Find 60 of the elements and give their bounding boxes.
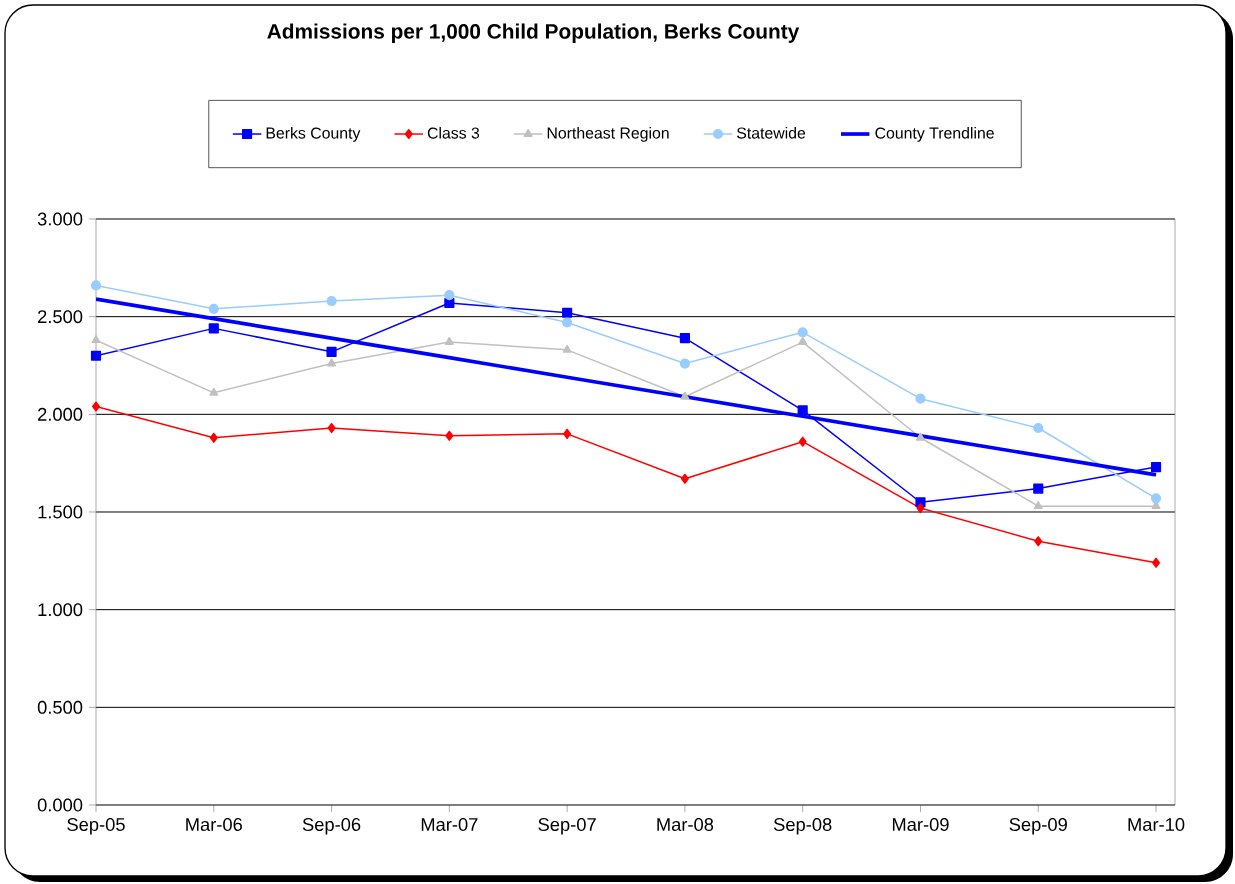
point bbox=[326, 346, 337, 357]
point bbox=[90, 350, 102, 361]
y-tick-label: 2.000 bbox=[38, 407, 83, 421]
y-tick-label: 2.500 bbox=[38, 310, 83, 324]
y-tick-label: 1.500 bbox=[38, 505, 83, 519]
point bbox=[562, 307, 573, 318]
point bbox=[680, 473, 689, 484]
point bbox=[915, 393, 926, 404]
point bbox=[1152, 557, 1161, 568]
point bbox=[797, 405, 808, 416]
point bbox=[327, 422, 336, 434]
point bbox=[444, 290, 455, 301]
x-tick-label: Sep-05 bbox=[67, 818, 125, 835]
point bbox=[1150, 493, 1162, 504]
point bbox=[326, 295, 337, 307]
y-tick-label: 0.000 bbox=[37, 798, 83, 812]
point bbox=[680, 391, 690, 400]
point bbox=[209, 432, 218, 443]
point bbox=[916, 503, 925, 514]
x-tick-label: Sep-07 bbox=[538, 818, 596, 835]
x-tick-label: Mar-07 bbox=[421, 818, 478, 831]
chart-title: Admissions per 1,000 Child Population, Berks County bbox=[267, 23, 800, 43]
x-tick-label: Mar-09 bbox=[892, 818, 949, 831]
x-tick-label: Mar-08 bbox=[657, 818, 714, 831]
x-tick-label: Sep-08 bbox=[773, 818, 832, 835]
legend-label: Northeast Region bbox=[547, 127, 669, 142]
point bbox=[445, 430, 454, 441]
x-tick-label: Mar-10 bbox=[1128, 818, 1185, 831]
point bbox=[562, 344, 572, 353]
point bbox=[444, 336, 454, 345]
point bbox=[90, 280, 102, 291]
point bbox=[679, 358, 690, 369]
point bbox=[679, 333, 690, 344]
legend-label: Class 3 bbox=[427, 127, 480, 139]
point bbox=[91, 335, 101, 344]
point bbox=[797, 327, 808, 338]
point bbox=[562, 317, 573, 328]
y-tick-label: 0.500 bbox=[37, 700, 83, 714]
point bbox=[92, 401, 100, 412]
x-tick-label: Sep-09 bbox=[1009, 818, 1067, 835]
point bbox=[208, 323, 219, 334]
legend-label: County Trendline bbox=[875, 127, 994, 142]
point bbox=[1033, 483, 1044, 494]
x-tick-label: Sep-06 bbox=[302, 818, 361, 835]
point bbox=[798, 336, 808, 345]
point bbox=[1034, 536, 1043, 547]
legend-label: Berks County bbox=[266, 127, 361, 142]
y-tick-label: 1.000 bbox=[38, 603, 83, 617]
point bbox=[327, 358, 337, 367]
legend-label: Statewide bbox=[737, 127, 806, 139]
point bbox=[1033, 501, 1043, 510]
y-tick-label: 3.000 bbox=[37, 212, 83, 226]
x-tick-label: Mar-06 bbox=[186, 818, 242, 831]
point bbox=[209, 387, 219, 396]
point bbox=[798, 436, 807, 447]
point bbox=[1033, 422, 1044, 434]
point bbox=[915, 432, 925, 441]
point bbox=[208, 303, 219, 314]
point bbox=[1150, 461, 1162, 473]
point bbox=[563, 428, 572, 439]
